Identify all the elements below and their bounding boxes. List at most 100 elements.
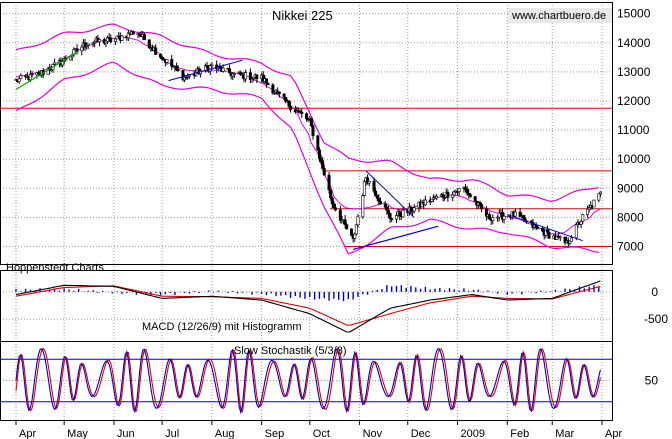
x-tick-label: Aug <box>215 428 235 439</box>
candle-body <box>109 37 113 42</box>
candle <box>255 74 259 84</box>
candle-body <box>401 209 405 218</box>
candle-body <box>53 62 57 65</box>
candle <box>536 225 540 230</box>
candle-body <box>329 189 333 199</box>
candle <box>317 147 321 163</box>
candle-body <box>430 198 434 202</box>
candle-body <box>457 188 461 192</box>
candle-body <box>568 240 572 244</box>
candle <box>282 93 286 101</box>
candle <box>435 193 439 201</box>
price-tick-label: 9000 <box>617 181 644 195</box>
trend-line-blue-summer <box>168 59 243 82</box>
candle <box>266 82 270 86</box>
candle-body <box>541 227 545 232</box>
candle <box>581 213 585 225</box>
candle <box>367 180 371 187</box>
candle-body <box>322 168 326 176</box>
candle-body <box>377 198 381 202</box>
candle <box>228 64 232 74</box>
candle <box>354 223 358 236</box>
candle-body <box>264 78 268 84</box>
candle <box>126 30 130 42</box>
candle-body <box>446 192 450 198</box>
candle-body <box>372 180 376 192</box>
candle-body <box>465 189 469 194</box>
macd-tick-label: -500 <box>644 312 668 326</box>
candle-body <box>330 197 334 205</box>
candle <box>232 72 236 79</box>
chart-title: Nikkei 225 <box>272 8 333 23</box>
stoch-tick-label: 50 <box>645 374 659 388</box>
horizontal-gridlines <box>0 13 612 381</box>
candle-body <box>317 149 321 159</box>
candle-body <box>311 125 315 137</box>
candle-body <box>266 83 270 86</box>
candle-body <box>120 35 124 41</box>
candle <box>322 164 326 176</box>
candle-body <box>536 227 540 229</box>
price-tick-label: 11000 <box>617 123 650 137</box>
candle-body <box>154 47 158 55</box>
x-tick-label: 2009 <box>461 428 485 439</box>
x-tick-label: Sep <box>265 428 285 439</box>
candle-body <box>210 64 214 67</box>
candle <box>329 189 333 201</box>
candle-body <box>480 204 484 210</box>
candle-body <box>277 91 281 95</box>
candle-body <box>367 180 371 184</box>
price-panel-frame <box>0 2 613 265</box>
candle-body <box>80 46 84 52</box>
candle-body <box>598 191 602 195</box>
candle <box>598 191 602 198</box>
candle-body <box>131 31 135 35</box>
candle <box>345 223 349 230</box>
candle <box>361 193 365 219</box>
candle-body <box>491 217 495 221</box>
candle-body <box>93 41 97 44</box>
candle-body <box>468 194 472 197</box>
candle-body <box>287 100 291 107</box>
candle <box>154 44 158 55</box>
macd-title: MACD (12/26/9) mit Histogramm <box>142 321 302 333</box>
candle <box>293 105 297 114</box>
candle-body <box>412 207 416 212</box>
candle <box>104 40 108 48</box>
candle-body <box>451 194 455 198</box>
candle-body <box>441 194 445 198</box>
candle-body <box>114 38 118 42</box>
candle <box>343 215 347 229</box>
price-tick-label: 14000 <box>617 36 651 50</box>
candle-body <box>521 215 525 219</box>
macd-signal-line <box>15 285 601 326</box>
x-tick-label: Apr <box>605 428 622 439</box>
candle <box>93 39 97 48</box>
x-tick-label: Jun <box>117 428 135 439</box>
x-tick-label: Dec <box>411 428 431 439</box>
candle-body <box>221 67 225 72</box>
candle-body <box>488 214 492 220</box>
candle-body <box>30 73 34 76</box>
candle-body <box>17 78 21 82</box>
candle <box>350 228 354 237</box>
candle <box>401 206 405 218</box>
candle <box>547 229 551 239</box>
support-levels <box>0 107 612 248</box>
candle-body <box>232 73 236 75</box>
candle <box>109 34 113 44</box>
candle-body <box>332 203 336 209</box>
x-tick-label: Apr <box>19 428 36 439</box>
candle <box>353 232 357 242</box>
candle-body <box>338 209 342 221</box>
candle-body <box>574 224 578 239</box>
candle <box>378 197 382 205</box>
candle <box>244 69 248 83</box>
candle-body <box>353 233 357 239</box>
bollinger-middle-band <box>15 36 601 235</box>
x-tick-label: Feb <box>510 428 529 439</box>
candle-body <box>255 74 259 79</box>
candle-body <box>305 113 309 120</box>
candle-body <box>350 228 354 236</box>
candle-body <box>383 203 387 208</box>
